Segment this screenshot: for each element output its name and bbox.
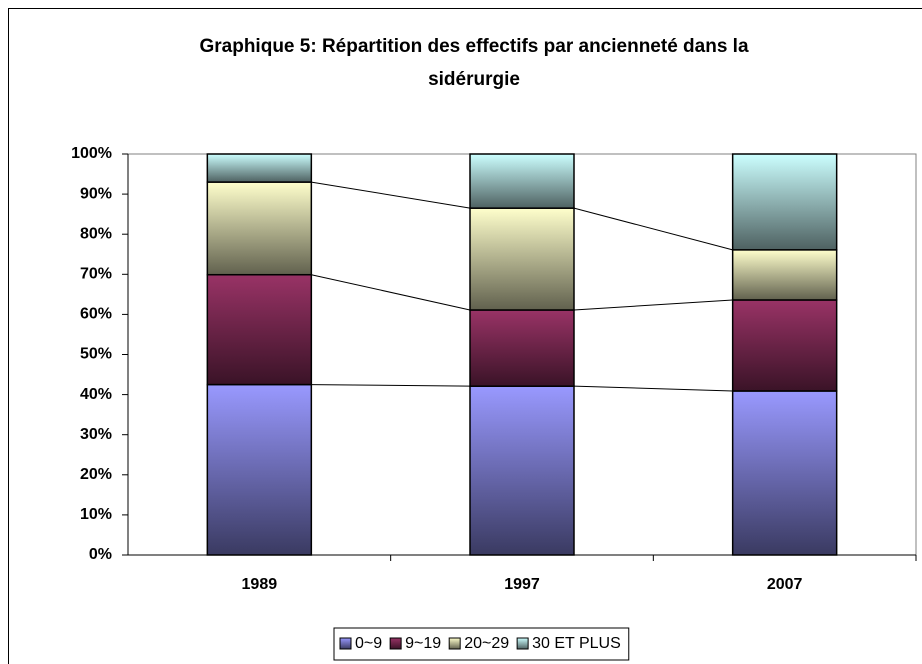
y-tick-label: 10% [80,506,112,523]
bar-segment [469,309,575,387]
y-tick-label: 70% [80,266,112,283]
series-connector [311,274,471,311]
series-connector [573,385,733,392]
bar-segment [731,153,838,251]
legend-label: 0~9 [355,635,382,652]
y-tick-label: 60% [80,306,112,323]
legend: 0~9 9~19 20~29 30 ET PLUS [333,627,630,661]
y-tick-label: 50% [80,346,112,363]
y-tick-label: 40% [80,386,112,403]
x-tick-label: 2007 [767,576,803,593]
legend-frame [333,627,630,661]
bar-segment [206,181,313,276]
legend-label: 9~19 [405,635,441,652]
bar-segment [469,207,575,311]
y-tick-label: 20% [80,466,112,483]
series-connector [573,207,733,251]
chart-title: Graphique 5: Répartition des effectifs p… [199,36,749,90]
legend-swatch [516,637,529,650]
bar-segment [731,299,838,392]
series-connector [573,299,733,311]
legend-label: 30 ET PLUS [532,635,621,652]
bar-segment [206,383,313,556]
bar-segment [206,273,313,386]
bar-segment [469,385,575,556]
legend-label: 20~29 [464,635,509,652]
y-tick-label: 80% [80,225,112,242]
x-tick-label: 1997 [504,576,540,593]
legend-swatch [448,637,461,650]
legend-swatch [389,637,402,650]
bar-segment [206,153,313,183]
y-tick-label: 0% [89,546,112,563]
bar-segment [469,153,575,209]
series-connector [311,181,471,209]
bar-segment [731,390,838,556]
x-tick-label: 1989 [242,576,278,593]
y-tick-label: 30% [80,426,112,443]
series-connector [311,384,471,387]
y-tick-label: 100% [71,145,112,162]
y-tick-label: 90% [80,185,112,202]
legend-swatch [339,637,352,650]
bar-segment [731,249,838,301]
